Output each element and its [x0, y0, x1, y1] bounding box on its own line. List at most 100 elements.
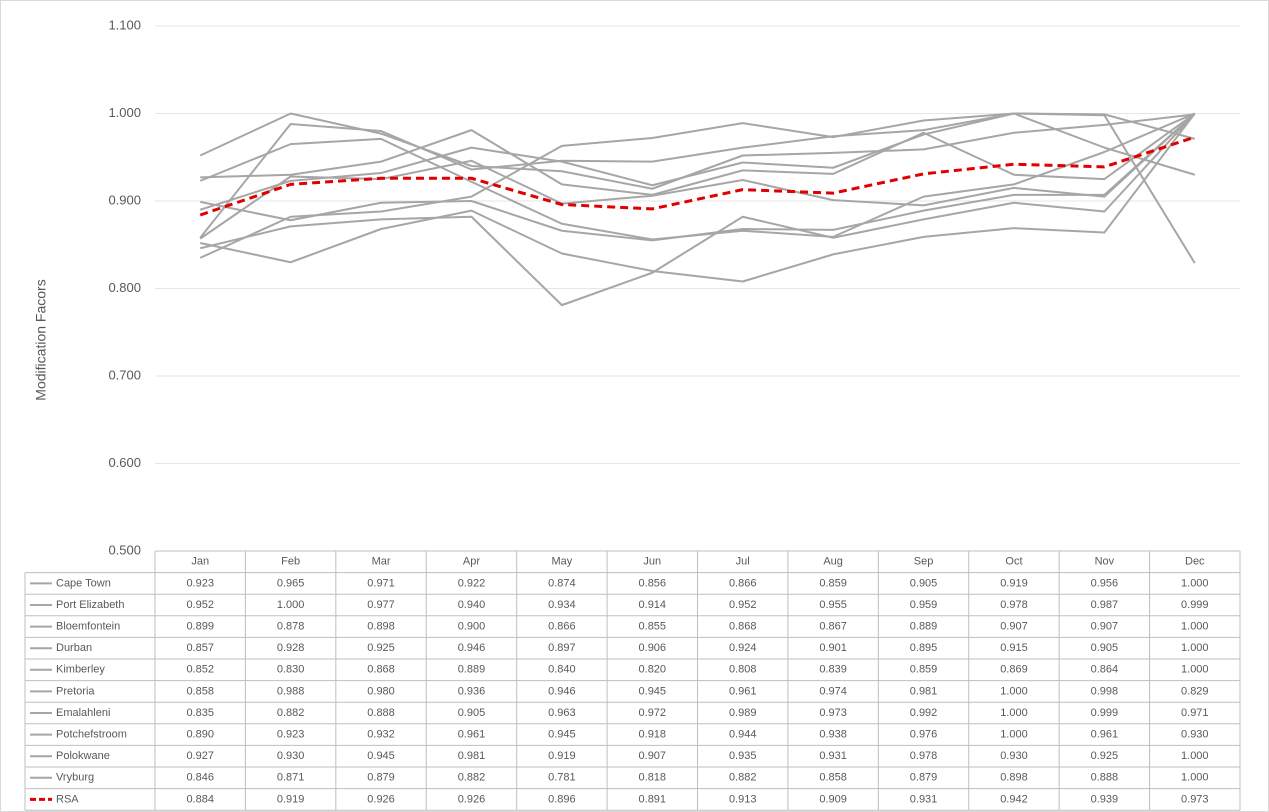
table-value: 0.879	[367, 772, 395, 784]
table-value: 0.942	[1000, 793, 1028, 805]
table-value: 0.859	[819, 577, 847, 589]
table-value: 0.935	[729, 750, 757, 762]
table-value: 0.781	[548, 772, 576, 784]
table-value: 0.959	[910, 599, 938, 611]
table-value: 0.907	[1000, 621, 1028, 633]
table-value: 0.868	[367, 664, 395, 676]
table-value: 0.965	[277, 577, 305, 589]
table-value: 0.913	[729, 793, 757, 805]
table-value: 0.926	[367, 793, 395, 805]
table-value: 0.907	[1091, 621, 1119, 633]
table-value: 0.925	[1091, 750, 1119, 762]
table-value: 0.857	[186, 642, 214, 654]
table-value: 1.000	[1181, 664, 1209, 676]
table-value: 0.830	[277, 664, 305, 676]
table-value: 0.961	[1091, 729, 1119, 741]
table-value: 0.973	[1181, 793, 1209, 805]
x-tick-label: Feb	[281, 556, 300, 568]
table-value: 0.919	[277, 793, 305, 805]
table-value: 0.901	[819, 642, 847, 654]
legend-label: Kimberley	[56, 664, 105, 676]
table-value: 0.839	[819, 664, 847, 676]
table-value: 0.899	[186, 621, 214, 633]
table-value: 0.846	[186, 772, 214, 784]
x-tick-label: Dec	[1185, 556, 1205, 568]
table-value: 0.931	[819, 750, 847, 762]
x-tick-label: Jul	[736, 556, 750, 568]
table-value: 0.978	[910, 750, 938, 762]
table-value: 0.936	[458, 685, 486, 697]
table-value: 0.971	[1181, 707, 1209, 719]
table-value: 0.808	[729, 664, 757, 676]
table-value: 0.907	[639, 750, 667, 762]
table-value: 1.000	[1181, 621, 1209, 633]
x-tick-label: Mar	[372, 556, 391, 568]
table-value: 0.925	[367, 642, 395, 654]
table-value: 0.956	[1091, 577, 1119, 589]
table-value: 0.820	[639, 664, 667, 676]
table-value: 0.980	[367, 685, 395, 697]
table-value: 0.961	[729, 685, 757, 697]
table-value: 0.915	[1000, 642, 1028, 654]
x-tick-label: Sep	[914, 556, 934, 568]
table-value: 0.900	[458, 621, 486, 633]
table-value: 0.879	[910, 772, 938, 784]
table-value: 0.924	[729, 642, 757, 654]
table-value: 0.999	[1091, 707, 1119, 719]
y-tick-label: 0.800	[108, 280, 141, 295]
table-value: 0.891	[639, 793, 667, 805]
y-tick-label: 0.900	[108, 192, 141, 207]
legend-label: Potchefstroom	[56, 729, 127, 741]
table-value: 0.930	[277, 750, 305, 762]
series-line	[200, 112, 1196, 196]
table-value: 0.955	[819, 599, 847, 611]
table-value: 0.938	[819, 729, 847, 741]
table-value: 0.945	[548, 729, 576, 741]
table-value: 0.867	[819, 621, 847, 633]
table-value: 0.952	[186, 599, 214, 611]
legend-label: Emalahleni	[56, 707, 110, 719]
legend-label: Polokwane	[56, 750, 110, 762]
table-value: 0.856	[639, 577, 667, 589]
x-tick-label: Aug	[823, 556, 843, 568]
x-tick-label: May	[551, 556, 572, 568]
table-value: 0.931	[910, 793, 938, 805]
legend-label: Pretoria	[56, 685, 95, 697]
table-value: 0.840	[548, 664, 576, 676]
table-value: 0.946	[548, 685, 576, 697]
table-value: 0.999	[1181, 599, 1209, 611]
table-value: 0.896	[548, 793, 576, 805]
table-value: 0.906	[639, 642, 667, 654]
table-value: 0.930	[1181, 729, 1209, 741]
table-value: 0.878	[277, 621, 305, 633]
table-value: 0.974	[819, 685, 847, 697]
x-tick-label: Jan	[191, 556, 209, 568]
y-tick-label: 0.700	[108, 367, 141, 382]
table-value: 0.905	[1091, 642, 1119, 654]
table-value: 0.889	[458, 664, 486, 676]
table-value: 0.882	[458, 772, 486, 784]
legend-label: Vryburg	[56, 772, 94, 784]
table-value: 0.987	[1091, 599, 1119, 611]
table-value: 0.882	[729, 772, 757, 784]
y-tick-label: 0.500	[108, 542, 141, 557]
table-value: 0.930	[1000, 750, 1028, 762]
table-value: 0.835	[186, 707, 214, 719]
table-value: 0.855	[639, 621, 667, 633]
table-value: 0.909	[819, 793, 847, 805]
series-line	[199, 112, 1196, 211]
table-value: 0.905	[458, 707, 486, 719]
table-value: 0.889	[910, 621, 938, 633]
table-value: 1.000	[1181, 577, 1209, 589]
table-value: 0.944	[729, 729, 757, 741]
table-value: 0.926	[458, 793, 486, 805]
table-value: 0.858	[186, 685, 214, 697]
series-line	[200, 112, 1196, 283]
table-value: 0.922	[458, 577, 486, 589]
y-tick-label: 1.000	[108, 105, 141, 120]
rsa-line	[199, 135, 1196, 217]
table-value: 0.952	[729, 599, 757, 611]
legend-label: Port Elizabeth	[56, 599, 124, 611]
y-tick-label: 0.600	[108, 455, 141, 470]
